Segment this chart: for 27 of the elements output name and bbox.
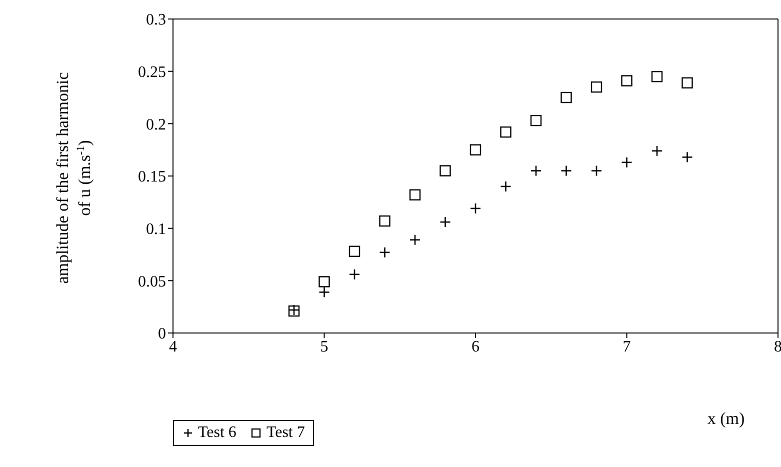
y-tick-label: 0.1 — [146, 221, 166, 238]
point — [470, 144, 482, 156]
x-tick-label: 6 — [472, 338, 480, 356]
point — [500, 126, 512, 138]
point — [440, 165, 451, 176]
x-tick-label: 4 — [169, 338, 177, 356]
y-tick-label: 0.25 — [138, 64, 166, 82]
point — [682, 77, 693, 88]
point — [530, 114, 542, 126]
y-tick-label: 0.2 — [146, 116, 166, 134]
legend-label: Test 6 — [197, 424, 236, 442]
y-tick-label: 0.15 — [138, 168, 166, 186]
point — [379, 215, 390, 227]
y-tick-label: 0 — [158, 326, 166, 343]
legend-label: Test 7 — [265, 424, 305, 442]
point — [621, 75, 632, 86]
point — [409, 189, 421, 200]
point — [318, 276, 330, 288]
point — [348, 246, 360, 257]
y-tick-label: 0.05 — [138, 273, 166, 290]
point — [590, 81, 602, 93]
x-tick-label: 7 — [622, 338, 631, 356]
point — [560, 92, 572, 104]
x-axis-title: x (m) — [707, 409, 745, 428]
x-tick-label: 5 — [320, 338, 328, 356]
point — [651, 70, 663, 82]
y-tick-label: 0.3 — [146, 12, 166, 29]
